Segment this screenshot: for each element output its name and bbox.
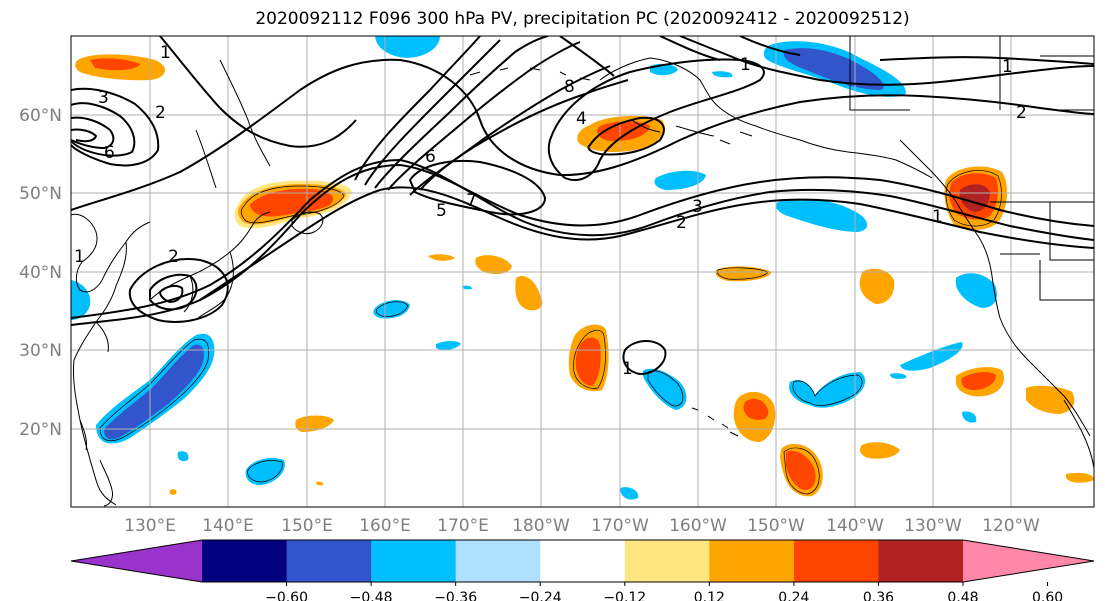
pv-contours [71,36,1094,376]
lon-label: 170°E [437,516,489,536]
contour-label: 5 [436,201,447,221]
contour-label: 6 [425,147,436,167]
contour-label: 1 [74,247,85,267]
colorbar-swatch [540,540,626,582]
lat-label: 50°N [19,184,62,204]
contour-label: 2 [1016,103,1027,123]
colorbar-tick-label: −0.24 [519,590,562,601]
map-title: 2020092112 F096 300 hPa PV, precipitatio… [255,9,910,29]
contour-label: 2 [155,103,166,123]
lat-label: 40°N [19,263,62,283]
colorbar-tick-label: −0.48 [350,590,393,601]
colorbar-tick-label: 0.24 [778,590,809,601]
lat-label: 60°N [19,106,62,126]
lon-label: 150°E [281,516,333,536]
colorbar-swatch [793,540,879,582]
colorbar-outline [70,539,1095,583]
colorbar-swatch [624,540,710,582]
lon-label: 140°E [202,516,254,536]
contour-label: 3 [692,197,703,217]
lon-label: 160°E [359,516,411,536]
contour-label: 4 [576,109,587,129]
lon-label: 130°W [904,516,962,536]
lon-label: 140°W [826,516,884,536]
contour-label: 2 [676,213,687,233]
colorbar-swatch [709,540,795,582]
colorbar-tick-label: 0.48 [947,590,978,601]
contour-label: 2 [168,247,179,267]
contour-label: 1 [622,359,633,379]
contour-label: 6 [104,143,115,163]
lon-label: 160°W [669,516,727,536]
colorbar-swatch [202,540,288,582]
contour-label: 1 [1002,57,1013,77]
contour-label: 3 [98,88,109,108]
lat-label: 30°N [19,341,62,361]
latitude-labels: 60°N 50°N 40°N 30°N 20°N [19,106,62,440]
lon-label: 120°W [982,516,1040,536]
contour-label: 1 [740,55,751,75]
contour-label: 1 [160,43,171,63]
contour-label: 7 [466,191,477,211]
colorbar-tick-label: −0.36 [434,590,477,601]
colorbar-swatch [878,540,964,582]
colorbar-swatch [371,540,457,582]
contour-label: 8 [564,77,575,97]
colorbar-tick-label: 0.12 [694,590,725,601]
lon-label: 130°E [124,516,176,536]
lon-label: 170°W [591,516,649,536]
colorbar-swatch [455,540,541,582]
colorbar-tick-label: 0.60 [1032,590,1063,601]
lon-label: 180°W [512,516,570,536]
contour-labels: 1 3 2 6 2 1 6 8 4 5 7 2 3 1 1 2 1 1 [74,43,1027,379]
colorbar-tick-label: −0.60 [265,590,308,601]
contour-label: 1 [932,207,943,227]
colorbar: −0.60 −0.48 −0.36 −0.24 −0.12 0.12 0.24 0.36 0.4… [70,539,1095,601]
colorbar-tick-label: 0.36 [863,590,894,601]
colorbar-extend-low [71,540,202,582]
coastlines [71,36,1094,507]
colorbar-extend-high [963,540,1094,582]
map-frame [70,35,1095,508]
colorbar-swatch [286,540,372,582]
lat-label: 20°N [19,420,62,440]
lon-label: 150°W [747,516,805,536]
longitude-labels: 130°E 140°E 150°E 160°E 170°E 180°W 170°… [124,516,1040,536]
colorbar-tick-label: −0.12 [603,590,646,601]
